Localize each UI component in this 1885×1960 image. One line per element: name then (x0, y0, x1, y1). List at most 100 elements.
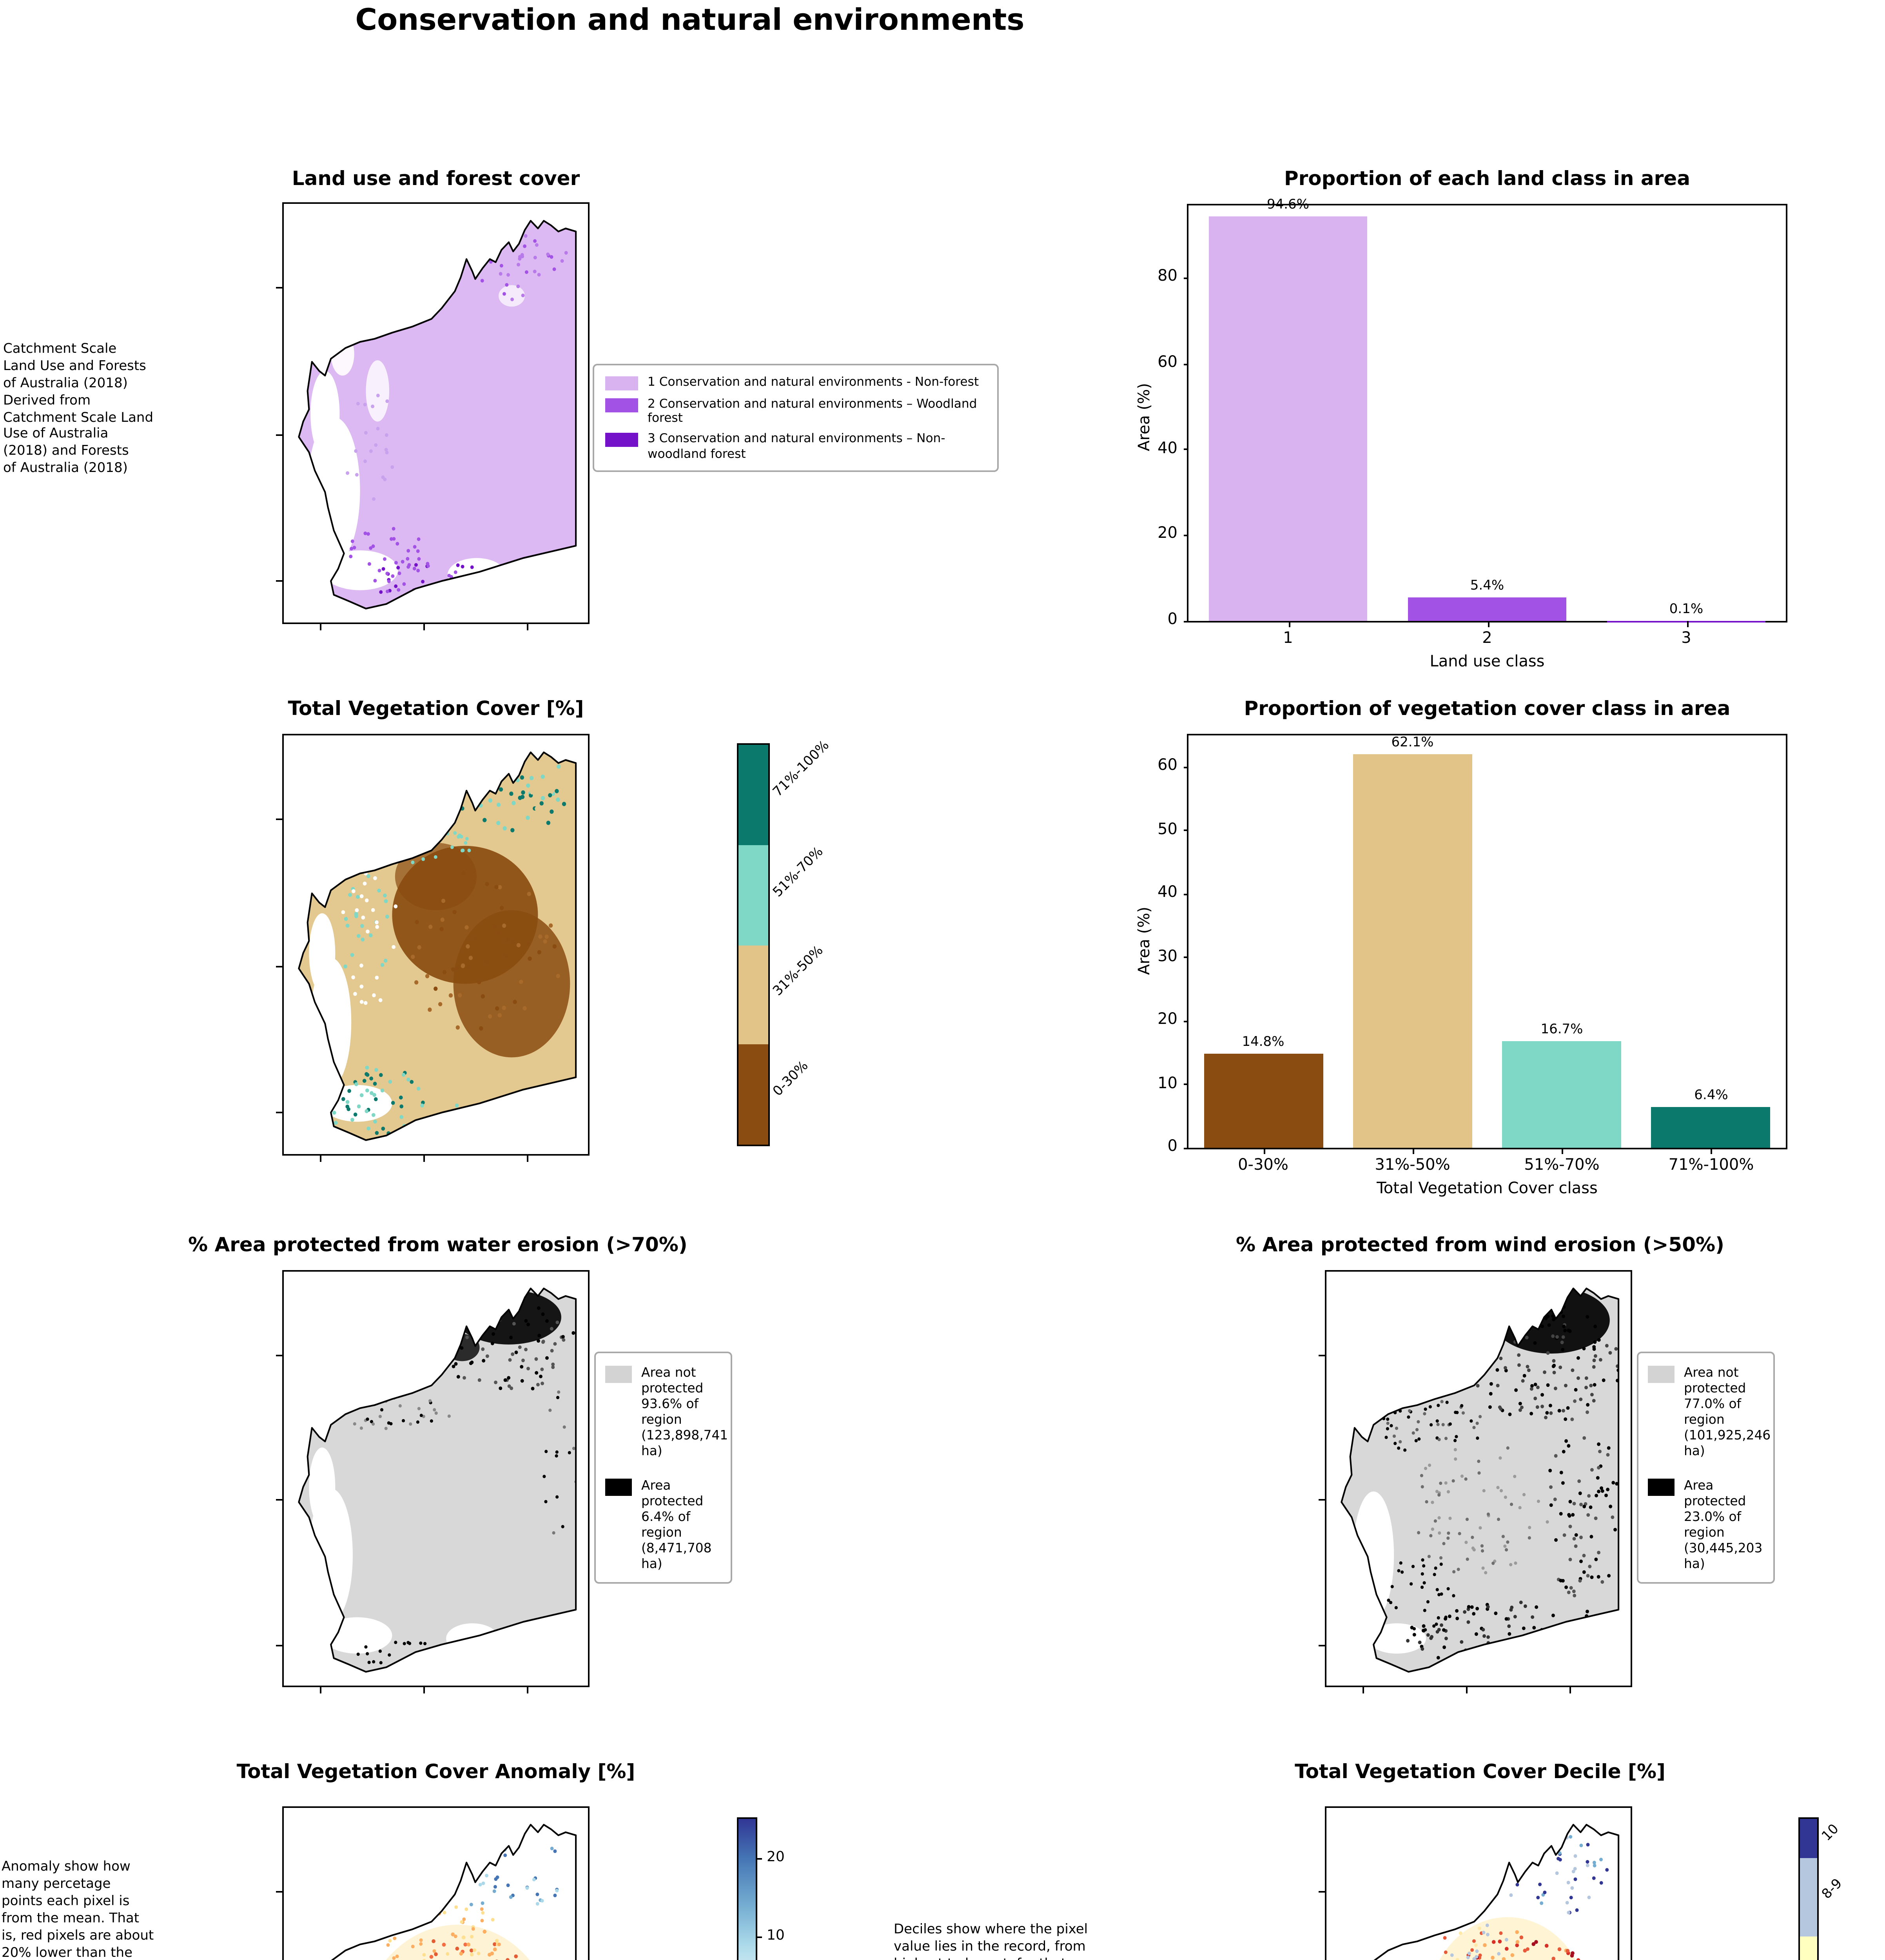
colorbar-tick-mark (756, 1936, 761, 1938)
colorbar-segment (738, 845, 768, 945)
state-map-graphic (298, 1287, 577, 1673)
map-axis-tick (276, 1499, 282, 1501)
y-tick-label: 30 (1157, 948, 1177, 965)
anomaly-colorbar: 20100−10−20 (737, 1817, 785, 1960)
x-tick-label: 0-30% (1238, 1157, 1288, 1174)
veg-cover-colorbar: 71%-100% 51%-70% 31%-50% 0-30% (737, 738, 833, 1146)
decile-title: Total Vegetation Cover Decile [%] (1295, 1759, 1665, 1783)
map-axis-tick (423, 624, 425, 630)
map-axis-tick (423, 1687, 425, 1693)
bar-value-label: 0.1% (1669, 601, 1704, 617)
y-tick-mark (1183, 1147, 1188, 1149)
bar-value-label: 16.7% (1540, 1023, 1583, 1039)
legend-item: 2 Conservation and natural environments … (605, 397, 986, 426)
map-axis-tick (276, 1112, 282, 1114)
map-axis-tick (276, 287, 282, 289)
colorbar-label: 71%-100% (770, 738, 833, 800)
legend-item: Area not protected 93.6% of region (123,… (605, 1364, 728, 1458)
x-tick-mark (1412, 1148, 1414, 1153)
legend-label: Area protected 6.4% of region (8,471,708… (641, 1477, 712, 1571)
map-axis-tick (276, 581, 282, 583)
water-erosion-map (276, 1270, 590, 1693)
map-axis-tick (527, 1156, 529, 1162)
x-tick-label: 31%-50% (1375, 1157, 1450, 1174)
y-tick-label: 10 (1157, 1075, 1177, 1093)
y-tick-label: 50 (1157, 821, 1177, 838)
y-tick-label: 40 (1157, 440, 1177, 457)
land-use-map (276, 202, 590, 630)
land-use-legend: 1 Conservation and natural environments … (593, 364, 999, 472)
legend-swatch (605, 433, 638, 448)
legend-label: Area not protected 93.6% of region (123,… (641, 1364, 728, 1458)
state-map-graphic (1373, 1824, 1620, 1960)
colorbar-segment (738, 745, 768, 845)
map-axis-tick (527, 624, 529, 630)
water-erosion-legend: Area not protected 93.6% of region (123,… (594, 1352, 732, 1584)
veg-class-chart-xlabel: Total Vegetation Cover class (1377, 1181, 1598, 1198)
y-tick-mark (1183, 893, 1188, 895)
colorbar-label: 10 (1819, 1821, 1843, 1844)
bar-51%-70% (1502, 1042, 1622, 1148)
legend-label: 1 Conservation and natural environments … (648, 375, 979, 389)
veg-cover-map (276, 734, 590, 1162)
anomaly-note: Anomaly show how many percetage points e… (2, 1860, 154, 1960)
colorbar-label: 31%-50% (770, 944, 827, 1000)
y-tick-label: 80 (1157, 269, 1177, 286)
colorbar-segment (738, 1045, 768, 1145)
x-tick-mark (1288, 621, 1290, 626)
bar-2 (1407, 598, 1567, 621)
state-map-graphic (1341, 1287, 1620, 1673)
decile-colorbar: 108-94-72-31 (1798, 1817, 1846, 1960)
map-axis-tick (1319, 1891, 1325, 1893)
bar-value-label: 6.4% (1694, 1088, 1728, 1104)
legend-item: 3 Conservation and natural environments … (605, 432, 986, 461)
legend-label: Area not protected 77.0% of region (101,… (1684, 1364, 1771, 1458)
map-axis-tick (276, 819, 282, 821)
veg-class-chart-title: Proportion of vegetation cover class in … (1244, 696, 1731, 720)
land-class-chart-title: Proportion of each land class in area (1284, 166, 1690, 190)
x-tick-mark (1562, 1148, 1564, 1153)
land-class-chart-xlabel: Land use class (1430, 654, 1545, 671)
x-tick-label: 51%-70% (1524, 1157, 1600, 1174)
y-tick-mark (1183, 766, 1188, 768)
x-tick-label: 71%-100% (1668, 1157, 1754, 1174)
map-axis-tick (320, 1687, 322, 1693)
legend-swatch (605, 376, 638, 390)
colorbar-tick-label: 10 (767, 1928, 785, 1944)
veg-cover-map-title: Total Vegetation Cover [%] (288, 696, 584, 720)
wind-erosion-map (1319, 1270, 1632, 1693)
state-map-graphic (298, 751, 577, 1141)
bar-value-label: 14.8% (1242, 1035, 1284, 1051)
y-tick-mark (1183, 448, 1188, 450)
veg-class-chart-ylabel: Area (%) (1137, 907, 1154, 975)
x-tick-mark (1686, 621, 1688, 626)
colorbar-segment (738, 945, 768, 1045)
y-tick-label: 40 (1157, 884, 1177, 902)
map-axis-tick (276, 1644, 282, 1646)
legend-label: Area protected 23.0% of region (30,445,2… (1684, 1477, 1763, 1571)
map-axis-tick (1466, 1687, 1468, 1693)
map-axis-tick (276, 1354, 282, 1356)
y-tick-label: 60 (1157, 757, 1177, 775)
x-tick-mark (1487, 621, 1489, 626)
colorbar-label: 51%-70% (770, 844, 827, 900)
legend-item: Area protected 23.0% of region (30,445,2… (1648, 1477, 1764, 1571)
decile-map (1319, 1806, 1632, 1960)
x-tick-label: 3 (1681, 630, 1691, 648)
map-axis-tick (1363, 1687, 1365, 1693)
colorbar-tick-mark (756, 1858, 761, 1860)
state-map-graphic (331, 1824, 577, 1960)
legend-swatch (605, 398, 638, 412)
map-axis-tick (276, 965, 282, 967)
y-tick-mark (1183, 534, 1188, 536)
map-axis-tick (527, 1687, 529, 1693)
map-axis-tick (1569, 1687, 1571, 1693)
map-axis-tick (276, 434, 282, 436)
legend-swatch (1648, 1366, 1675, 1383)
land-use-map-title: Land use and forest cover (292, 166, 580, 190)
legend-item: 1 Conservation and natural environments … (605, 375, 986, 390)
legend-swatch (605, 1366, 632, 1383)
legend-item: Area not protected 77.0% of region (101,… (1648, 1364, 1771, 1458)
bar-3 (1606, 620, 1766, 621)
bar-value-label: 94.6% (1266, 197, 1309, 213)
